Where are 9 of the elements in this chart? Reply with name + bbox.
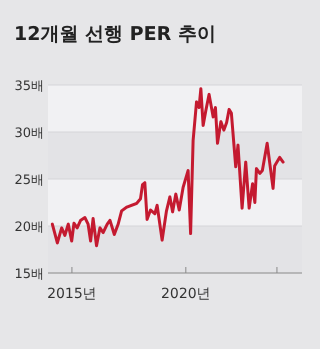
line-series — [50, 87, 285, 248]
y-tick-label: 15배 — [14, 267, 44, 282]
y-tick-label: 30배 — [14, 126, 44, 141]
x-tick-label: 2015년 — [47, 286, 97, 302]
y-tick-label: 35배 — [14, 79, 44, 94]
y-tick-label: 20배 — [14, 220, 44, 235]
y-tick-label: 25배 — [14, 173, 44, 188]
x-tick-label: 2020년 — [161, 286, 211, 302]
chart-title: 12개월 선행 PER 추이 — [14, 23, 216, 45]
